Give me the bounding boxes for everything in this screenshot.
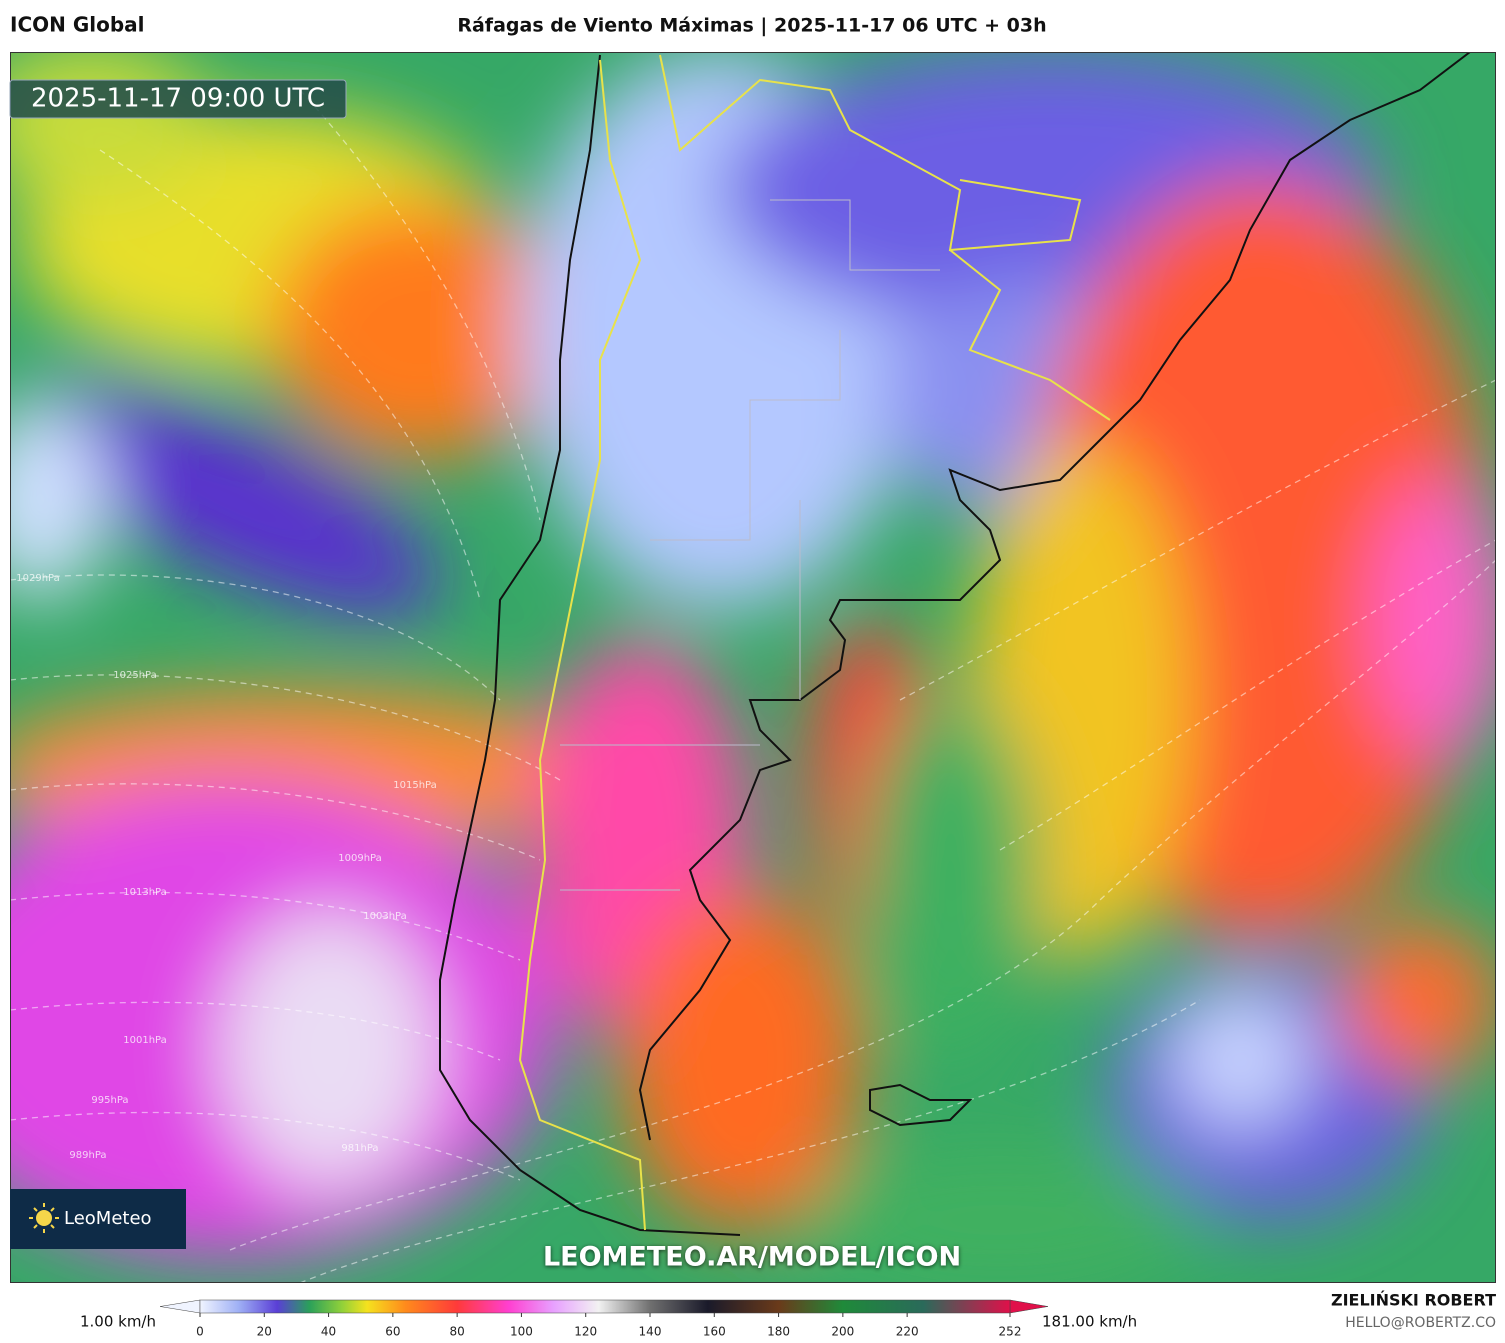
- isobar-label: 1025hPa: [113, 670, 157, 681]
- colorbar-tick-label: 160: [703, 1325, 726, 1339]
- email: HELLO@ROBERTZ.CO: [1345, 1315, 1496, 1331]
- timestamp-box: [9, 79, 347, 119]
- isobar-label: 989hPa: [69, 1150, 106, 1161]
- isobars: [10, 89, 1496, 1283]
- colorbar-tick-label: 60: [385, 1325, 400, 1339]
- watermark: LEOMETEO.AR/MODEL/ICON: [543, 1242, 961, 1273]
- colorbar-bar: [199, 1299, 1011, 1314]
- author: ZIELIŃSKI ROBERT: [1331, 1291, 1496, 1310]
- logo-sun: [29, 1203, 59, 1233]
- isobar-label: 1009hPa: [338, 853, 382, 864]
- isobar-label: 995hPa: [91, 1095, 128, 1106]
- colorbar-tick-label: 140: [639, 1325, 662, 1339]
- colorbar-max-label: 181.00 km/h: [1042, 1313, 1137, 1331]
- colorbar: 0 20 40 60 80 100 120 140 160 180 200 220 252: [159, 1299, 1049, 1339]
- isobar-label: 1013hPa: [123, 887, 167, 898]
- colorbar-tick-label: 100: [510, 1325, 533, 1339]
- provinces: [560, 199, 940, 891]
- isobar-label: 1015hPa: [393, 780, 437, 791]
- colorbar-tick-label: 20: [257, 1325, 272, 1339]
- colorbar-max-arrow: [1009, 1299, 1049, 1314]
- isobar-label: 981hPa: [341, 1143, 378, 1154]
- borders: [518, 54, 1111, 1231]
- colorbar-tick-label: 40: [321, 1325, 336, 1339]
- colorbar-min-label: 1.00 km/h: [80, 1313, 156, 1331]
- map: [10, 52, 1496, 1283]
- model-name: ICON Global: [10, 13, 145, 37]
- map-frame: [10, 52, 1496, 1283]
- colorbar-min-arrow: [159, 1299, 201, 1314]
- colorbar-tick-label: 120: [574, 1325, 597, 1339]
- wind-field: [10, 52, 1496, 1283]
- colorbar-tick-label: 0: [196, 1325, 204, 1339]
- colorbar-tick-label: 252: [999, 1325, 1022, 1339]
- colorbar-tick-label: 80: [450, 1325, 465, 1339]
- isobar-labels: 1029hPa 1025hPa 1015hPa 1013hPa 1009hPa 1003h…: [16, 573, 437, 1161]
- logo-text: LeoMeteo: [64, 1208, 152, 1229]
- coastline: [439, 52, 1471, 1236]
- timestamp: 2025-11-17 09:00 UTC: [31, 84, 325, 114]
- isobar-label: 1029hPa: [16, 573, 60, 584]
- isobar-label: 1001hPa: [123, 1035, 167, 1046]
- isobar-label: 1003hPa: [363, 911, 407, 922]
- colorbar-tick-label: 220: [896, 1325, 919, 1339]
- colorbar-tick-label: 180: [767, 1325, 790, 1339]
- colorbar-tick-label: 200: [831, 1325, 854, 1339]
- map-title: Ráfagas de Viento Máximas | 2025-11-17 0…: [457, 15, 1046, 37]
